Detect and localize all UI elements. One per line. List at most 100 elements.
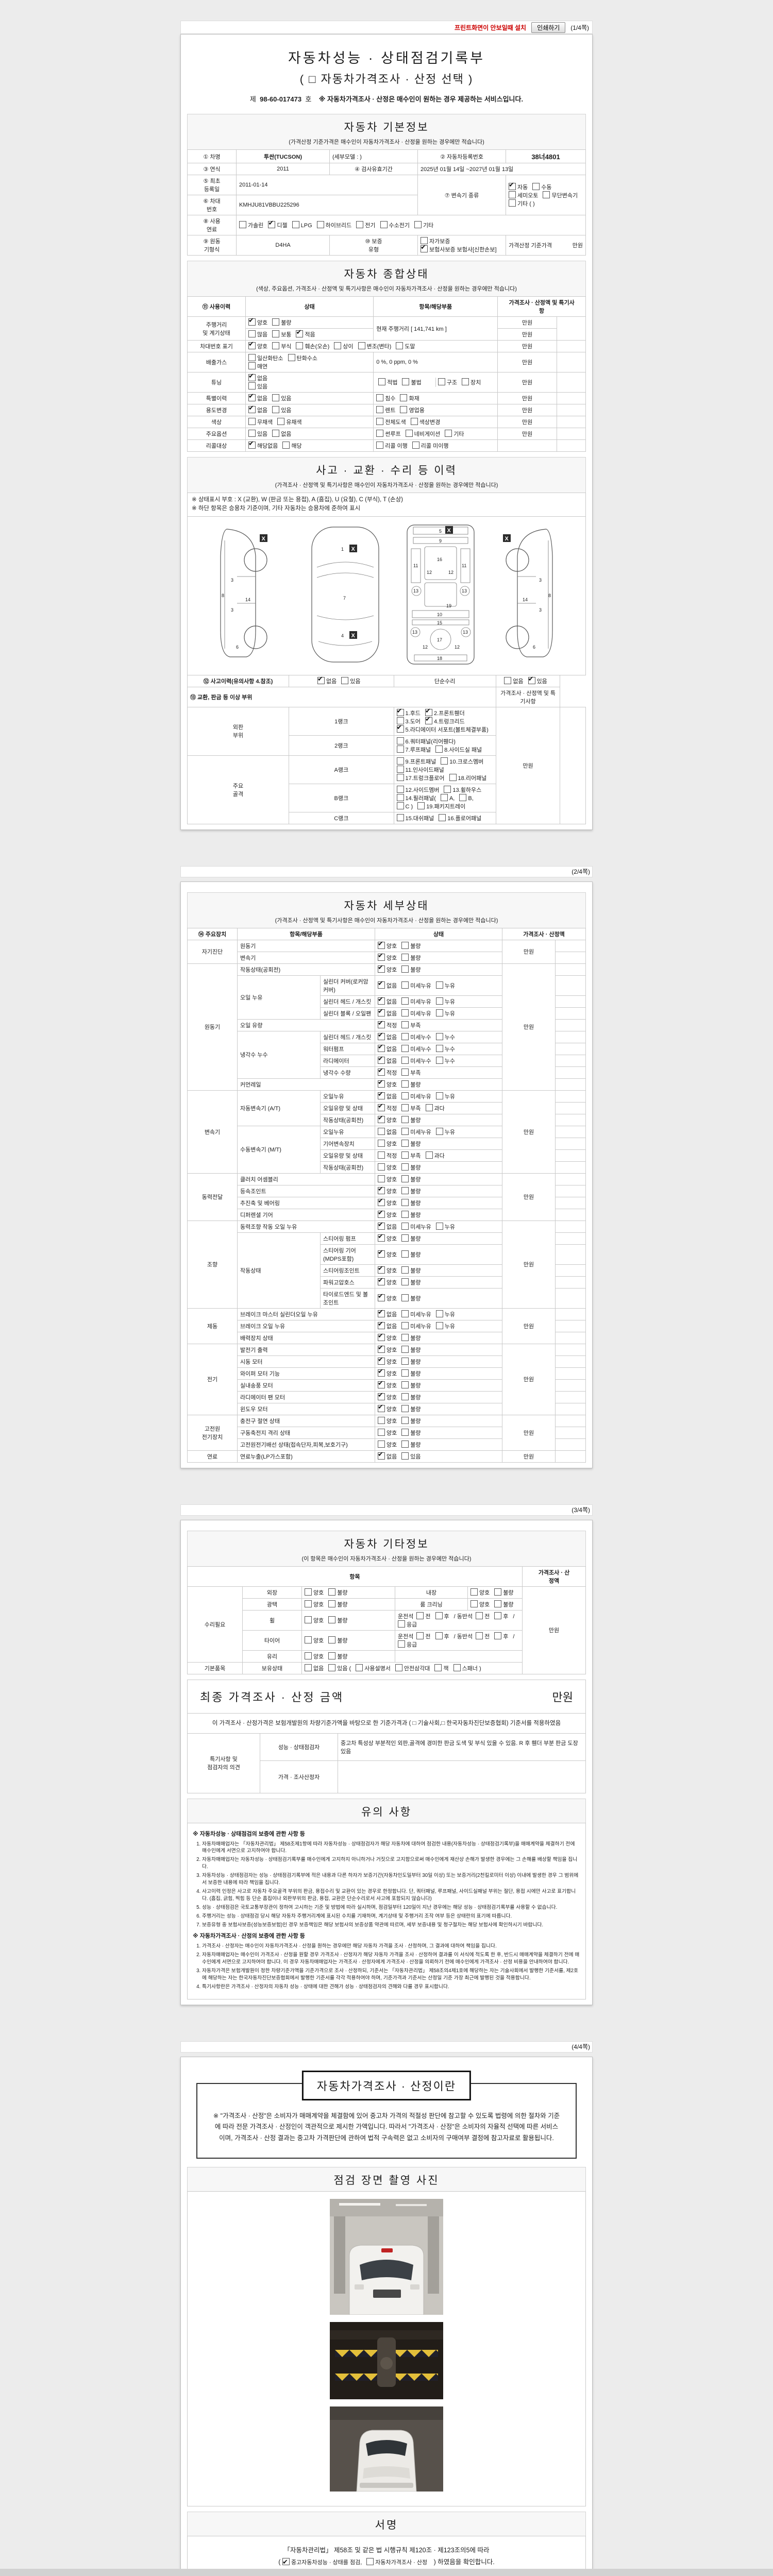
print-button[interactable]: 인쇄하기 (531, 22, 566, 33)
checkbox[interactable] (425, 715, 432, 724)
checkbox-option[interactable]: 미세누수 (401, 1032, 431, 1041)
checkbox-option[interactable]: 유채색 (277, 418, 302, 426)
checkbox[interactable] (378, 1344, 385, 1353)
checkbox-option[interactable]: 누수 (435, 1044, 455, 1053)
checkbox-option[interactable]: 불량 (494, 1600, 514, 1608)
checkbox[interactable] (239, 221, 246, 228)
checkbox[interactable] (378, 1416, 385, 1424)
checkbox-option[interactable]: 일산화탄소 (248, 354, 283, 362)
checkbox-option[interactable]: 2.프론트휀더 (425, 707, 465, 717)
checkbox-option[interactable]: 불량 (328, 1652, 348, 1660)
checkbox[interactable] (248, 316, 256, 326)
checkbox[interactable] (400, 406, 408, 413)
checkbox-option[interactable]: 있음 (272, 394, 291, 402)
checkbox-option[interactable]: B, (459, 793, 474, 802)
checkbox[interactable] (401, 1278, 409, 1285)
checkbox[interactable] (425, 1151, 433, 1159)
checkbox[interactable] (378, 1355, 385, 1365)
checkbox[interactable] (396, 785, 404, 793)
checkbox[interactable] (378, 1151, 385, 1159)
checkbox-option[interactable]: 누수 (435, 1032, 455, 1041)
checkbox[interactable] (401, 1393, 409, 1400)
checkbox-option[interactable]: 기타 (445, 430, 464, 438)
checkbox[interactable] (248, 418, 256, 425)
checkbox[interactable] (405, 430, 413, 437)
checkbox[interactable] (248, 354, 256, 361)
checkbox[interactable] (494, 1632, 502, 1639)
checkbox[interactable] (401, 997, 409, 1005)
checkbox-option[interactable]: 스패너 ) (453, 1664, 481, 1672)
checkbox-option[interactable]: 11.인사이드패널 (396, 765, 444, 774)
checkbox-option[interactable]: 양호 (378, 1264, 397, 1275)
checkbox-option[interactable]: 양호 (378, 1276, 397, 1286)
checkbox-option[interactable]: 안전삼각대 (395, 1664, 430, 1672)
checkbox-option[interactable]: 불량 (401, 1080, 421, 1089)
checkbox-option[interactable]: 양호 (378, 1379, 397, 1389)
checkbox-option[interactable]: 있음 (528, 675, 547, 685)
checkbox-option[interactable]: 12.사이드멤버 (396, 785, 439, 794)
checkbox[interactable] (401, 1294, 409, 1301)
checkbox[interactable] (396, 773, 404, 781)
checkbox[interactable] (401, 1080, 409, 1088)
checkbox[interactable] (378, 1248, 385, 1258)
checkbox[interactable] (401, 1310, 409, 1317)
checkbox-option[interactable]: 양호 (378, 1403, 397, 1413)
checkbox-option[interactable]: 7.루프패널 (396, 745, 431, 754)
checkbox[interactable] (296, 328, 304, 337)
checkbox[interactable] (401, 1416, 409, 1424)
checkbox-option[interactable]: 양호 (378, 1416, 397, 1425)
checkbox-option[interactable]: 썬루프 (376, 430, 401, 438)
checkbox-option[interactable]: 불법 (402, 378, 422, 386)
checkbox[interactable] (396, 342, 404, 349)
checkbox-option[interactable]: 수동 (532, 182, 552, 191)
checkbox[interactable] (461, 378, 469, 385)
checkbox-option[interactable]: 5.라디에이터 서포트(볼트체결부품) (396, 723, 489, 734)
checkbox-option[interactable]: 없음 (378, 1308, 397, 1318)
checkbox[interactable] (416, 1632, 424, 1639)
checkbox[interactable] (378, 940, 385, 949)
checkbox-option[interactable]: 없음 (378, 979, 397, 990)
checkbox-option[interactable]: 불량 (401, 1234, 421, 1243)
checkbox[interactable] (401, 1092, 409, 1099)
checkbox[interactable] (396, 814, 404, 821)
checkbox-option[interactable]: 부족 (401, 1104, 421, 1112)
checkbox-option[interactable]: 있음 (401, 1452, 421, 1461)
checkbox[interactable] (401, 1139, 409, 1147)
checkbox[interactable] (401, 941, 409, 949)
checkbox-option[interactable]: 양호 (378, 1232, 397, 1243)
checkbox-option[interactable]: 기타 (414, 221, 433, 229)
checkbox[interactable] (305, 1636, 312, 1643)
checkbox-option[interactable]: 영업용 (400, 406, 425, 414)
checkbox-option[interactable]: 누유 (435, 1222, 455, 1231)
checkbox-option[interactable]: 미세누유 (401, 1321, 431, 1330)
checkbox-option[interactable]: 불량 (401, 1139, 421, 1148)
checkbox-option[interactable]: 있음 (272, 406, 291, 414)
checkbox[interactable] (401, 1357, 409, 1365)
checkbox-option[interactable]: 양호 (378, 1332, 397, 1342)
checkbox[interactable] (400, 394, 408, 401)
checkbox[interactable] (356, 1664, 363, 1671)
checkbox-option[interactable]: 누유 (435, 997, 455, 1006)
checkbox-option[interactable]: 리콜 이행 (376, 442, 408, 450)
checkbox-option[interactable]: 양호 (378, 1175, 397, 1183)
checkbox-option[interactable]: 미세누유 (401, 1092, 431, 1100)
checkbox-option[interactable]: 부식 (272, 342, 291, 350)
checkbox[interactable] (532, 182, 540, 190)
checkbox[interactable] (272, 330, 280, 337)
checkbox-option[interactable]: 양호 (378, 1367, 397, 1378)
checkbox[interactable] (272, 342, 280, 349)
checkbox[interactable] (410, 418, 418, 425)
checkbox[interactable] (378, 995, 385, 1005)
checkbox[interactable] (509, 199, 516, 207)
checkbox[interactable] (435, 1032, 443, 1040)
checkbox[interactable] (401, 1321, 409, 1329)
checkbox[interactable] (434, 1664, 442, 1671)
checkbox-option[interactable]: 양호 (378, 1185, 397, 1195)
checkbox-option[interactable]: 해당 (282, 442, 302, 450)
checkbox[interactable] (401, 1127, 409, 1135)
checkbox[interactable] (378, 1197, 385, 1206)
checkbox-option[interactable]: 불량 (401, 1278, 421, 1286)
checkbox[interactable] (494, 1588, 502, 1596)
checkbox-option[interactable]: 양호 (378, 1078, 397, 1089)
checkbox[interactable] (358, 342, 365, 349)
